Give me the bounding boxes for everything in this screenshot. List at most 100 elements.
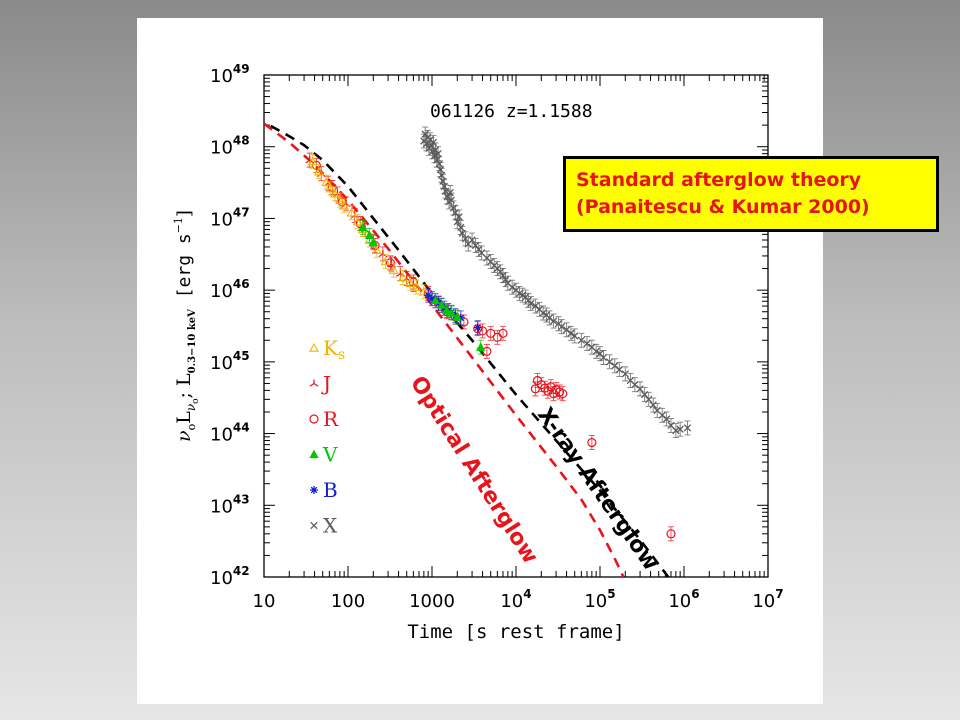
legend-label-b: B bbox=[323, 478, 338, 502]
data-point bbox=[325, 183, 336, 193]
data-point bbox=[368, 237, 378, 247]
data-point bbox=[364, 230, 375, 239]
data-point bbox=[313, 166, 324, 176]
data-point bbox=[527, 299, 535, 308]
data-point bbox=[530, 384, 540, 394]
data-point bbox=[482, 346, 492, 356]
legend-label-j: J bbox=[321, 372, 331, 396]
data-point bbox=[457, 223, 465, 232]
data-point bbox=[540, 383, 550, 393]
y-tick-label: 1042 bbox=[210, 564, 250, 589]
data-point bbox=[592, 347, 600, 356]
tick-marks bbox=[263, 75, 768, 578]
data-point bbox=[388, 265, 399, 274]
data-points bbox=[305, 126, 692, 542]
data-point bbox=[428, 294, 436, 303]
optical-afterglow-line bbox=[264, 122, 625, 577]
data-point bbox=[631, 381, 639, 389]
data-point bbox=[545, 314, 554, 322]
x-tick-label: 105 bbox=[584, 587, 615, 612]
y-tick-label: 1044 bbox=[210, 421, 250, 446]
data-point bbox=[452, 312, 462, 321]
x-axis-label: Time [s rest frame] bbox=[407, 621, 624, 643]
x-tick-label: 106 bbox=[668, 587, 699, 612]
data-point bbox=[346, 207, 357, 217]
data-point bbox=[486, 328, 496, 338]
data-point bbox=[583, 339, 591, 348]
data-point bbox=[309, 449, 319, 459]
data-point bbox=[434, 150, 442, 158]
data-point bbox=[307, 156, 318, 166]
x-tick-label: 1000 bbox=[409, 591, 455, 612]
data-point bbox=[436, 165, 445, 174]
y-tick-label: 1043 bbox=[210, 492, 250, 517]
chart-title: 061126 z=1.1588 bbox=[430, 101, 593, 122]
error-bar bbox=[499, 325, 506, 341]
data-point bbox=[468, 236, 476, 244]
data-point bbox=[473, 323, 482, 332]
data-point bbox=[411, 282, 422, 291]
data-point bbox=[339, 200, 350, 210]
data-point bbox=[636, 385, 644, 393]
data-point bbox=[498, 328, 508, 338]
data-point bbox=[352, 216, 363, 226]
data-point bbox=[309, 342, 319, 352]
data-point bbox=[418, 286, 429, 296]
error-bar bbox=[483, 343, 490, 359]
theory-callout-box: Standard afterglow theory (Panaitescu & … bbox=[563, 156, 939, 232]
data-point bbox=[424, 291, 433, 300]
data-point bbox=[496, 268, 504, 276]
y-tick-label: 1049 bbox=[210, 62, 250, 87]
error-bar bbox=[588, 435, 595, 450]
data-point bbox=[458, 229, 467, 237]
series-v bbox=[358, 219, 486, 355]
data-point bbox=[358, 222, 368, 231]
plot-frame bbox=[263, 74, 769, 578]
data-point bbox=[577, 336, 586, 344]
data-point bbox=[436, 300, 447, 309]
xray-afterglow-line bbox=[270, 124, 670, 577]
data-point bbox=[666, 529, 676, 539]
data-point bbox=[549, 317, 558, 325]
y-tick-label: 1045 bbox=[210, 349, 250, 374]
data-point bbox=[435, 160, 443, 168]
data-point bbox=[446, 188, 454, 197]
y-tick-label: 1046 bbox=[210, 277, 250, 302]
error-bar bbox=[387, 255, 394, 271]
data-point bbox=[446, 308, 457, 317]
error-bar bbox=[494, 329, 501, 345]
data-point bbox=[662, 415, 671, 423]
error-bar bbox=[532, 381, 539, 397]
data-point bbox=[587, 437, 597, 448]
data-point bbox=[645, 395, 653, 404]
callout-line-2: (Panaitescu & Kumar 2000) bbox=[576, 196, 870, 218]
data-point bbox=[649, 401, 657, 409]
data-point bbox=[615, 365, 624, 374]
error-bar bbox=[487, 325, 494, 341]
data-point bbox=[309, 379, 319, 387]
model-lines bbox=[264, 122, 670, 577]
x-tick-label: 10 bbox=[253, 591, 276, 612]
y-tick-label: 1048 bbox=[210, 134, 250, 159]
data-point bbox=[442, 305, 452, 315]
data-point bbox=[672, 426, 680, 435]
callout-line-1: Standard afterglow theory bbox=[576, 169, 862, 191]
data-point bbox=[455, 213, 463, 221]
data-point bbox=[364, 234, 375, 244]
data-point bbox=[571, 332, 579, 340]
series-x bbox=[420, 126, 692, 439]
data-point bbox=[430, 295, 441, 304]
x-tick-label: 100 bbox=[331, 591, 365, 612]
series-ks bbox=[307, 154, 429, 300]
data-point bbox=[310, 486, 318, 494]
error-bar bbox=[559, 386, 566, 402]
xray-afterglow-label: X-ray Afterglow bbox=[532, 403, 663, 575]
data-point bbox=[380, 256, 391, 266]
legend-label-x: X bbox=[323, 514, 338, 538]
y-tick-label: 1047 bbox=[210, 205, 250, 230]
data-point bbox=[605, 358, 614, 366]
data-point bbox=[676, 425, 684, 433]
data-point bbox=[567, 329, 575, 337]
